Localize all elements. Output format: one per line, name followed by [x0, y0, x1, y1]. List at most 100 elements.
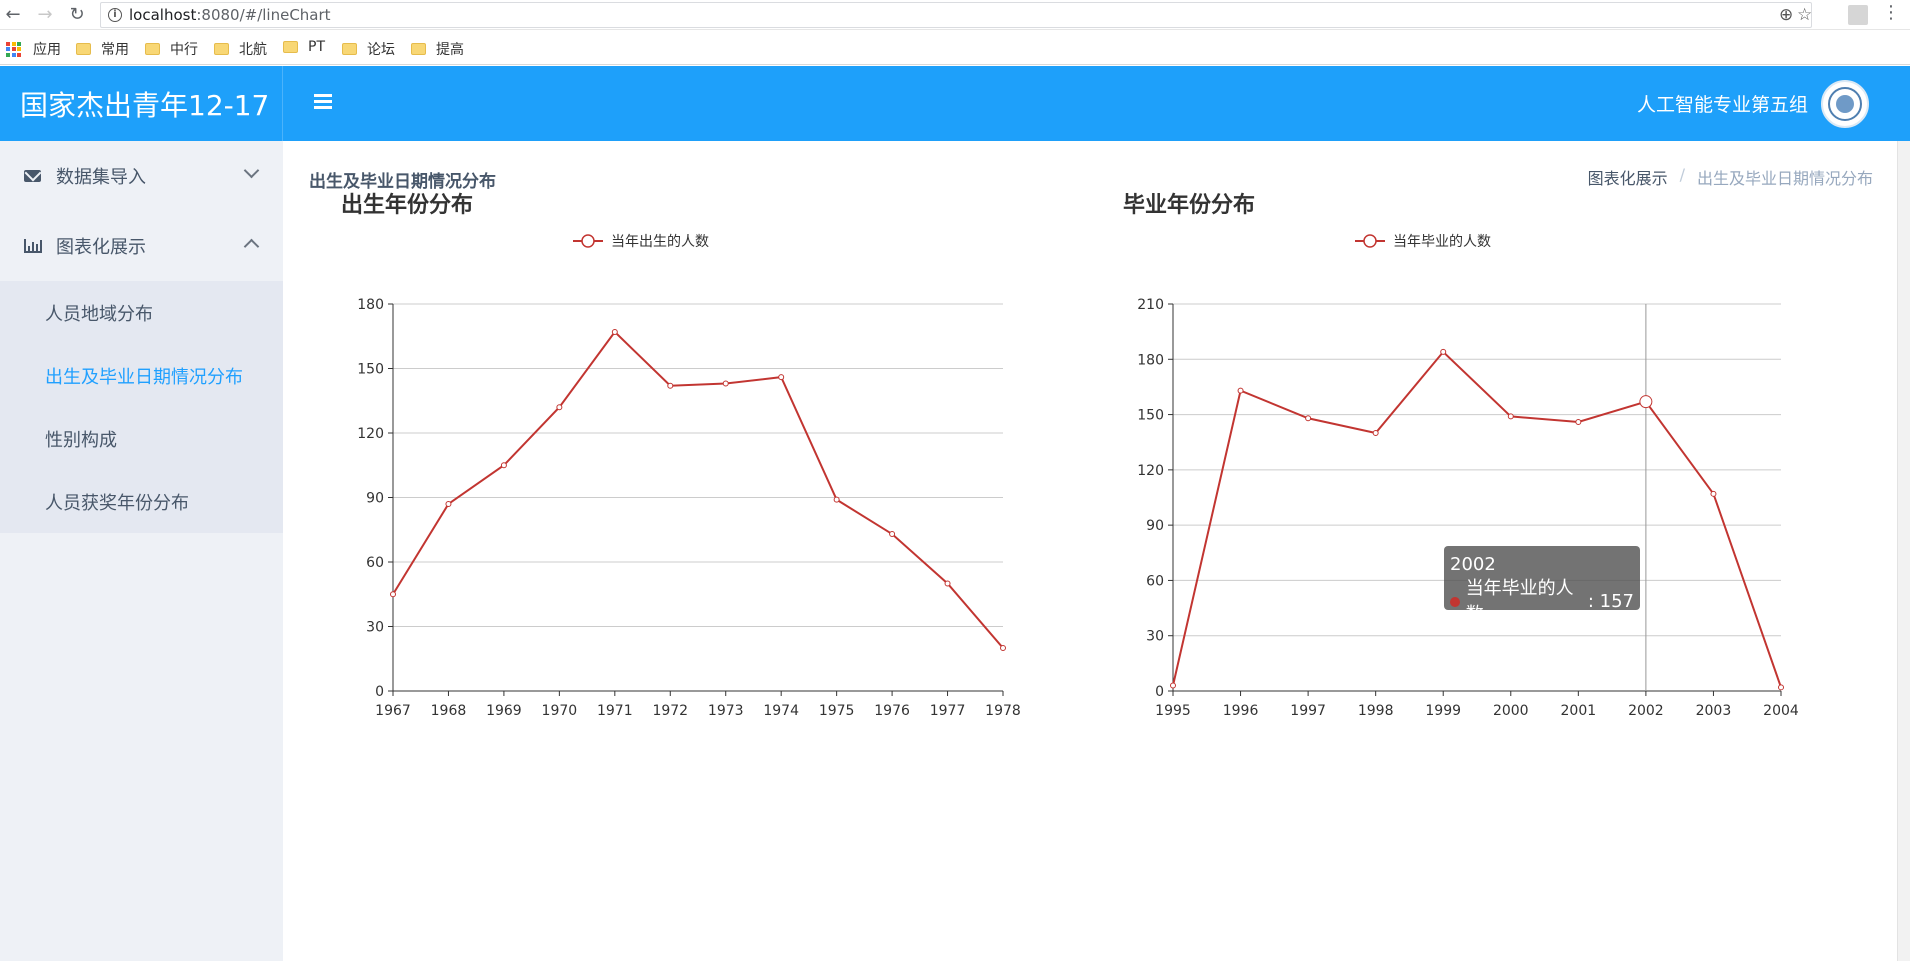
data-point [556, 404, 563, 411]
legend-marker [581, 234, 595, 248]
tooltip-row: 当年毕业的人数: 157 [1450, 576, 1634, 628]
legend-label: 当年毕业的人数 [1393, 234, 1491, 250]
envelope-icon [24, 170, 41, 182]
url-host: localhost [129, 6, 197, 24]
bookmark-label: 常用 [101, 42, 129, 58]
x-tick-label: 1977 [930, 703, 966, 719]
x-tick-label: 1996 [1223, 703, 1259, 719]
bookmark-folder[interactable]: 常用 [76, 39, 129, 59]
menu-group-label: 数据集导入 [56, 167, 146, 188]
data-point [1639, 395, 1653, 409]
chart-tooltip: 2002 当年毕业的人数: 157 [1444, 546, 1640, 625]
y-tick-label: 180 [357, 297, 384, 313]
x-tick-label: 2002 [1628, 703, 1664, 719]
breadcrumb-item-chart-display[interactable]: 图表化展示 [1587, 169, 1668, 188]
x-tick-label: 1974 [763, 703, 799, 719]
bookmark-folder[interactable]: 论坛 [342, 39, 395, 59]
url-text: localhost:8080/#/lineChart [129, 6, 331, 24]
y-tick-label: 90 [1146, 518, 1164, 534]
app-title: 国家杰出青年12-17 [20, 89, 270, 122]
series-dot-icon [1450, 597, 1460, 607]
scrollbar[interactable] [1897, 141, 1910, 961]
y-tick-label: 60 [1146, 573, 1164, 589]
series-line [392, 330, 1004, 649]
folder-icon [214, 43, 229, 55]
folder-icon [411, 43, 426, 55]
folder-icon [145, 43, 160, 55]
data-point [1237, 387, 1244, 394]
x-tick-label: 1972 [652, 703, 688, 719]
data-point [500, 462, 507, 469]
tooltip-x-value: 2002 [1450, 554, 1496, 575]
bookmark-label: 中行 [170, 42, 198, 58]
series-line [1172, 350, 1782, 688]
sidebar-item-award-year[interactable]: 人员获奖年份分布 [45, 492, 189, 514]
forward-arrow-icon[interactable]: → [37, 4, 53, 25]
x-tick-label: 1973 [708, 703, 744, 719]
tooltip-colon: : [1587, 591, 1600, 612]
star-icon[interactable]: ☆ [1797, 5, 1813, 25]
data-point [1305, 415, 1312, 422]
hamburger-menu-icon[interactable] [314, 94, 332, 109]
submenu: 人员地域分布 出生及毕业日期情况分布 性别构成 人员获奖年份分布 [0, 281, 283, 533]
bookmarks-bar: 应用 常用 中行 北航 PT 论坛 提高 [0, 30, 1910, 65]
bookmark-folder[interactable]: 提高 [411, 39, 464, 59]
bar-chart-icon [24, 239, 42, 253]
user-name[interactable]: 人工智能专业第五组 [1636, 94, 1808, 116]
back-arrow-icon[interactable]: ← [5, 4, 21, 25]
chart-title: 出生年份分布 [341, 192, 473, 218]
y-tick-label: 60 [366, 555, 384, 571]
tooltip-value: 157 [1599, 591, 1634, 612]
y-tick-label: 150 [1137, 408, 1164, 424]
menu-dots-icon[interactable]: ⋮ [1882, 2, 1900, 23]
data-point [611, 328, 618, 335]
data-point [1170, 682, 1176, 689]
logo-area: 国家杰出青年12-17 [0, 66, 283, 141]
chart-title: 毕业年份分布 [1123, 192, 1255, 218]
browser-toolbar: ← → ↻ i localhost:8080/#/lineChart ⊕ ☆ ⋮ [0, 0, 1910, 30]
folder-icon [342, 43, 357, 55]
data-point [1575, 418, 1582, 425]
data-point [1710, 490, 1717, 497]
bookmark-folder[interactable]: PT [283, 39, 325, 55]
menu-group-dataset-import[interactable]: 数据集导入 [0, 141, 283, 211]
data-point [722, 380, 729, 387]
reload-icon[interactable]: ↻ [69, 4, 85, 25]
x-tick-label: 1998 [1358, 703, 1394, 719]
sidebar: 数据集导入 图表化展示 人员地域分布 出生及毕业日期情况分布 性别构成 人员获奖… [0, 141, 283, 961]
y-tick-label: 210 [1137, 297, 1164, 313]
y-tick-label: 30 [1146, 629, 1164, 645]
x-tick-label: 1969 [486, 703, 522, 719]
bookmark-folder[interactable]: 中行 [145, 39, 198, 59]
menu-group-chart-display[interactable]: 图表化展示 [0, 211, 283, 281]
y-tick-label: 30 [366, 620, 384, 636]
x-tick-label: 1970 [542, 703, 578, 719]
sidebar-item-gender[interactable]: 性别构成 [45, 429, 117, 451]
address-bar[interactable]: i localhost:8080/#/lineChart ⊕ ☆ [100, 2, 1812, 28]
data-point [1440, 348, 1447, 355]
menu-group-label: 图表化展示 [56, 237, 146, 258]
info-icon[interactable]: i [108, 8, 122, 22]
bookmark-label: 论坛 [367, 42, 395, 58]
sidebar-item-region[interactable]: 人员地域分布 [45, 303, 153, 325]
sidebar-item-birth-graduation[interactable]: 出生及毕业日期情况分布 [45, 366, 243, 388]
x-tick-label: 2004 [1763, 703, 1799, 719]
breadcrumb-separator: / [1679, 165, 1685, 184]
x-tick-label: 1997 [1290, 703, 1326, 719]
pdf-extension-icon[interactable] [1848, 5, 1868, 25]
y-tick-label: 180 [1137, 352, 1164, 368]
data-point [944, 580, 951, 587]
avatar[interactable] [1821, 80, 1869, 128]
data-point [445, 500, 452, 507]
data-point [889, 531, 896, 538]
x-tick-label: 1971 [597, 703, 633, 719]
x-tick-label: 1978 [985, 703, 1021, 719]
bookmark-folder[interactable]: 北航 [214, 39, 267, 59]
x-tick-label: 1995 [1155, 703, 1191, 719]
x-tick-label: 2001 [1561, 703, 1597, 719]
apps-grid-icon [6, 41, 21, 57]
bookmark-apps[interactable]: 应用 [6, 39, 61, 59]
data-point [1000, 645, 1006, 651]
zoom-icon[interactable]: ⊕ [1779, 5, 1794, 25]
